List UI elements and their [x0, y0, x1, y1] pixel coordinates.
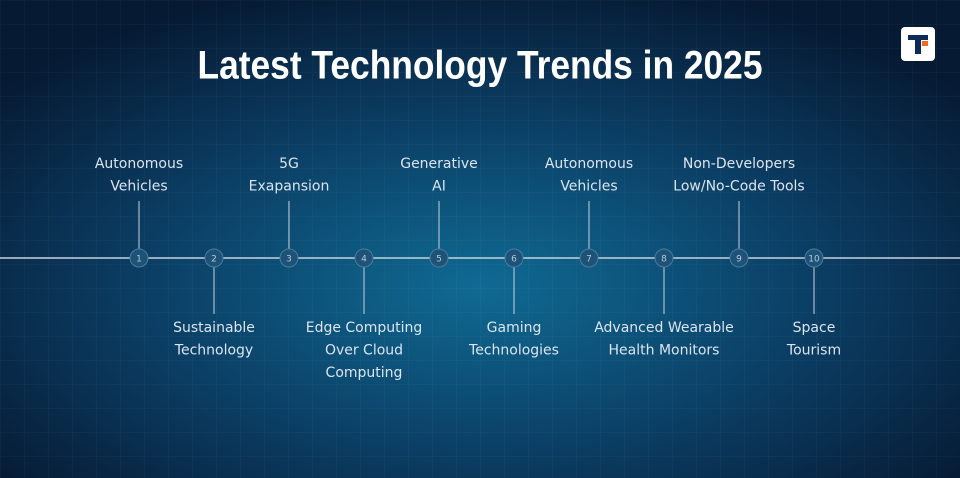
title: Latest Technology Trends in 2025 [198, 44, 763, 88]
item-label: Technology [174, 343, 253, 359]
node-number: 10 [808, 255, 820, 265]
item-label: Health Monitors [609, 343, 720, 359]
item-label: Generative [400, 156, 478, 172]
node [804, 248, 824, 268]
item-label: 5G [279, 156, 299, 172]
item-label: Non-Developers [683, 156, 795, 172]
node-number: 4 [361, 255, 367, 265]
node [129, 248, 149, 268]
node-number: 7 [586, 255, 592, 265]
node-number: 8 [661, 255, 667, 265]
node-number: 5 [436, 255, 442, 265]
item-label: Tourism [786, 343, 841, 359]
node-number: 2 [211, 255, 217, 265]
item-label: Vehicles [110, 179, 167, 195]
node-number: 1 [136, 255, 142, 265]
node [729, 248, 749, 268]
node-number: 9 [736, 255, 742, 265]
item-label: Advanced Wearable [594, 320, 734, 336]
item-label: Low/No-Code Tools [673, 179, 804, 195]
node [429, 248, 449, 268]
item-label: Over Cloud [325, 343, 403, 359]
node [579, 248, 599, 268]
node [354, 248, 374, 268]
item-label: Space [793, 320, 836, 336]
item-label: Computing [326, 365, 403, 381]
logo [901, 27, 935, 61]
node-number: 3 [286, 255, 292, 265]
node [279, 248, 299, 268]
node-number: 6 [511, 255, 517, 265]
items: 1 Autonomous Vehicles 2 Sustainable Technolog… [95, 156, 841, 381]
item-label: Autonomous [545, 156, 633, 172]
item-label: Autonomous [95, 156, 183, 172]
node [654, 248, 674, 268]
item-label: AI [432, 179, 446, 195]
item-label: Edge Computing [306, 320, 423, 336]
node [204, 248, 224, 268]
item-label: Vehicles [560, 179, 617, 195]
item-label: Sustainable [173, 320, 255, 336]
item-label: Exapansion [249, 179, 330, 195]
item-label: Gaming [487, 320, 542, 336]
item-label: Technologies [468, 343, 559, 359]
node [504, 248, 524, 268]
